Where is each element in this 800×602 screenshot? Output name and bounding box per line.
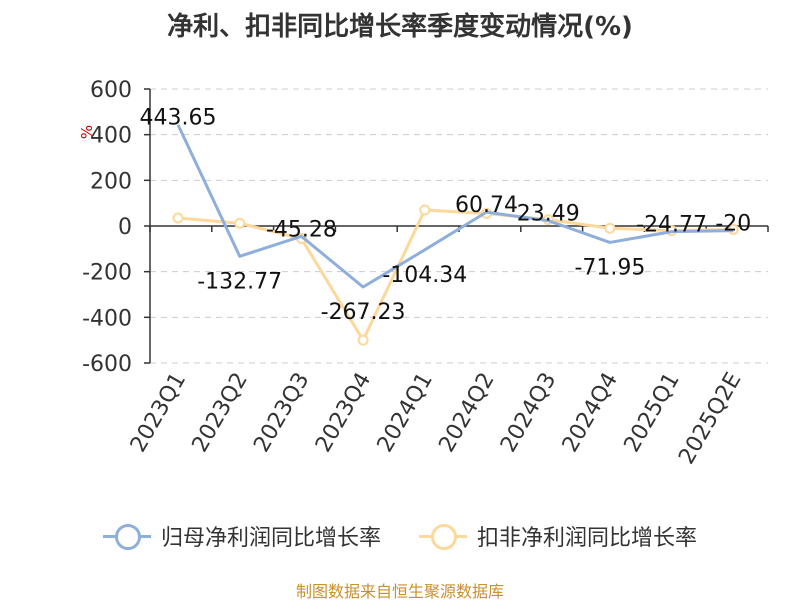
data-label: -71.95 xyxy=(574,255,645,280)
x-tick-label: 2023Q4 xyxy=(311,369,376,457)
data-label: -45.28 xyxy=(266,217,337,242)
data-label: 60.74 xyxy=(455,193,518,218)
data-point xyxy=(357,334,369,346)
data-labels: 443.65 -132.77 -45.28 -267.23 -104.34 60.7423… xyxy=(140,106,752,325)
y-tick-label: -200 xyxy=(82,261,132,286)
legend-item-net-profit[interactable]: 归母净利润同比增长率 xyxy=(102,520,381,552)
x-tick-label: 2024Q3 xyxy=(496,369,561,457)
x-tick-label: 2025Q2E xyxy=(674,369,746,469)
data-label: 23.49 xyxy=(517,202,580,227)
data-label: -132.77 xyxy=(197,269,282,294)
y-tick-label: 200 xyxy=(90,169,132,194)
data-label: -20 xyxy=(715,212,751,237)
data-source: 制图数据来自恒生聚源数据库 xyxy=(295,582,504,601)
data-point xyxy=(419,204,431,216)
data-point xyxy=(234,217,246,229)
legend-marker-icon xyxy=(419,523,467,550)
x-tick-label: 2025Q1 xyxy=(619,369,684,457)
y-tick-label: -400 xyxy=(82,306,132,331)
series-lines xyxy=(172,124,739,346)
y-tick-label: 600 xyxy=(90,78,132,103)
legend-label: 扣非净利润同比增长率 xyxy=(477,526,698,551)
series-line xyxy=(177,208,734,342)
chart-title: 净利、扣非同比增长率季度变动情况(%) xyxy=(167,12,633,42)
series-line xyxy=(176,124,734,289)
legend-marker-icon xyxy=(102,523,151,550)
data-label: -24.77 xyxy=(636,213,707,238)
legend-label: 归母净利润同比增长率 xyxy=(160,526,381,551)
data-label: 443.65 xyxy=(140,106,217,131)
x-tick-label: 2023Q1 xyxy=(126,369,191,457)
data-point xyxy=(604,222,616,234)
x-tick-label: 2024Q2 xyxy=(434,369,499,457)
legend-item-deducted-profit[interactable]: 扣非净利润同比增长率 xyxy=(419,520,697,552)
data-label: -267.23 xyxy=(321,300,406,325)
legend: 归母净利润同比增长率 扣非净利润同比增长率 xyxy=(0,520,800,552)
y-axis-label: % xyxy=(78,125,96,139)
data-label: -104.34 xyxy=(382,263,467,288)
y-tick-label: 0 xyxy=(118,215,132,240)
x-tick-label: 2023Q3 xyxy=(249,369,314,457)
y-tick-label: 400 xyxy=(90,124,132,149)
x-tick-label: 2024Q4 xyxy=(558,369,623,457)
x-tick-label: 2023Q2 xyxy=(188,369,253,457)
data-point xyxy=(172,212,184,224)
x-tick-label: 2024Q1 xyxy=(373,369,438,457)
y-tick-label: -600 xyxy=(82,352,132,377)
gridlines xyxy=(150,88,768,364)
